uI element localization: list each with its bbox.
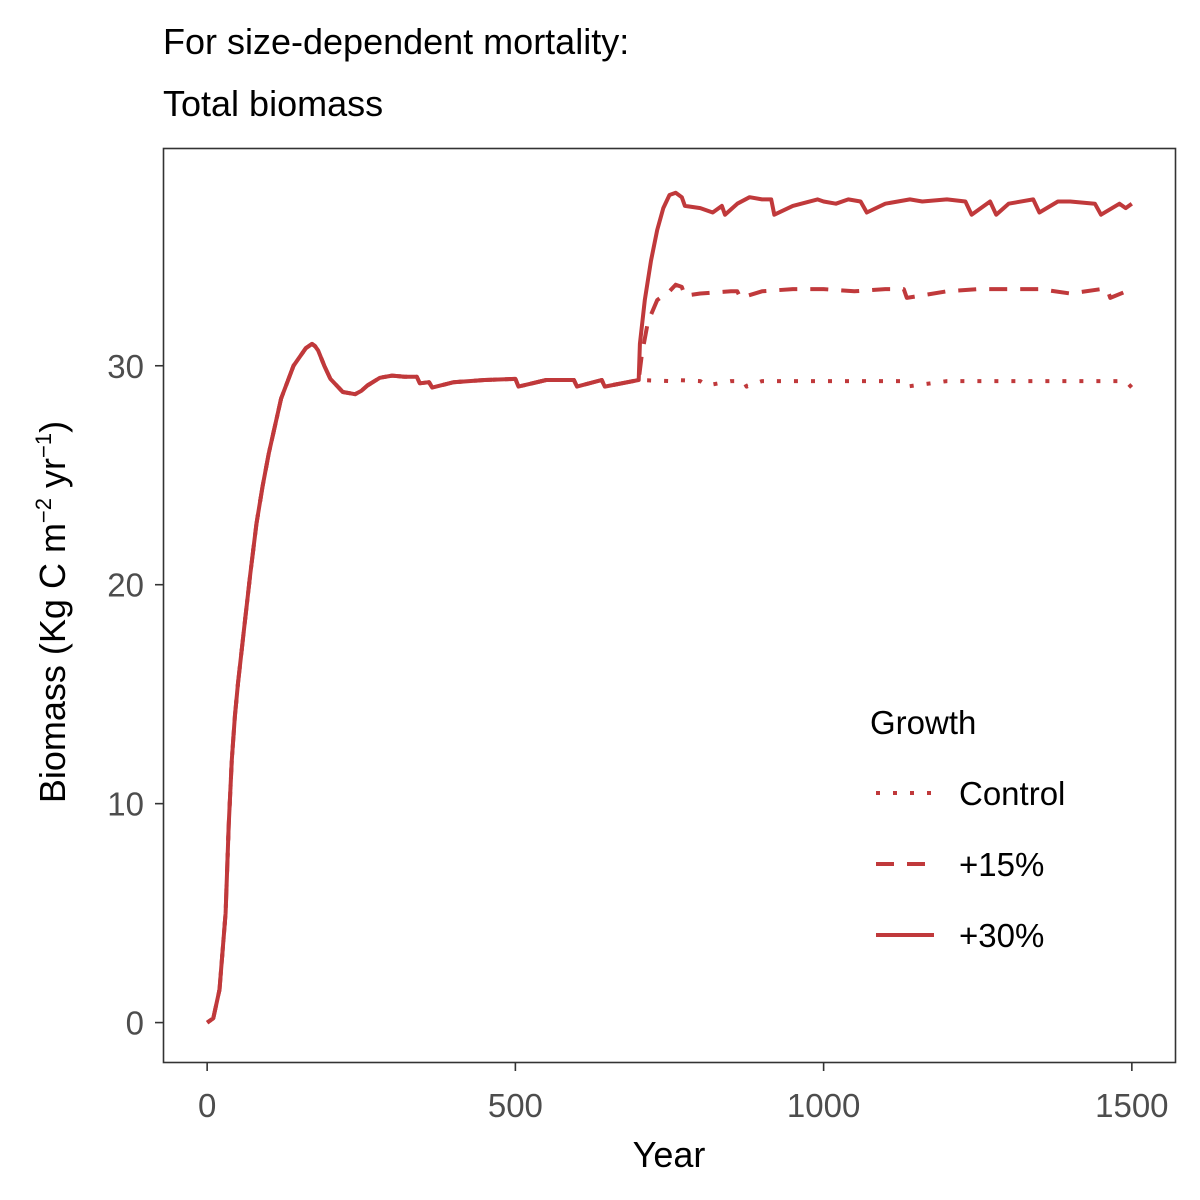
x-tick-label: 1500: [1095, 1087, 1168, 1124]
y-axis-title-end: ): [32, 421, 73, 433]
plot-lines: [206, 190, 1134, 1025]
y-axis-title: Biomass (Kg C m−2 yr−1): [31, 421, 73, 803]
y-tick-label: 20: [107, 567, 144, 604]
y-axis-title-sup2: −1: [31, 433, 56, 458]
y-axis-title-main: Biomass (Kg C m: [32, 523, 73, 803]
x-tick-label: 0: [198, 1087, 216, 1124]
y-axis: 0 10 20 30: [107, 348, 164, 1042]
y-tick-label: 30: [107, 348, 144, 385]
x-axis: 0 500 1000 1500: [198, 1062, 1169, 1124]
series-line-15: [206, 282, 1133, 1025]
x-tick-label: 1000: [787, 1087, 860, 1124]
legend-label: Control: [959, 775, 1065, 812]
y-tick-label: 10: [107, 786, 144, 823]
y-axis-title-mid: yr: [32, 458, 73, 498]
y-tick-label: 0: [126, 1005, 144, 1042]
x-axis-title: Year: [633, 1134, 706, 1175]
chart-subtitle: Total biomass: [163, 83, 384, 124]
x-tick-label: 500: [488, 1087, 543, 1124]
legend-label: +15%: [959, 846, 1044, 883]
series-line-30: [206, 190, 1133, 1025]
y-axis-title-sup1: −2: [31, 498, 56, 523]
legend-label: +30%: [959, 917, 1044, 954]
series-line-control: [206, 341, 1134, 1025]
legend: Growth Control +15% +30%: [870, 704, 1065, 954]
chart-title: For size-dependent mortality:: [163, 21, 630, 62]
legend-title: Growth: [870, 704, 976, 741]
panel-border: [162, 147, 1177, 1064]
